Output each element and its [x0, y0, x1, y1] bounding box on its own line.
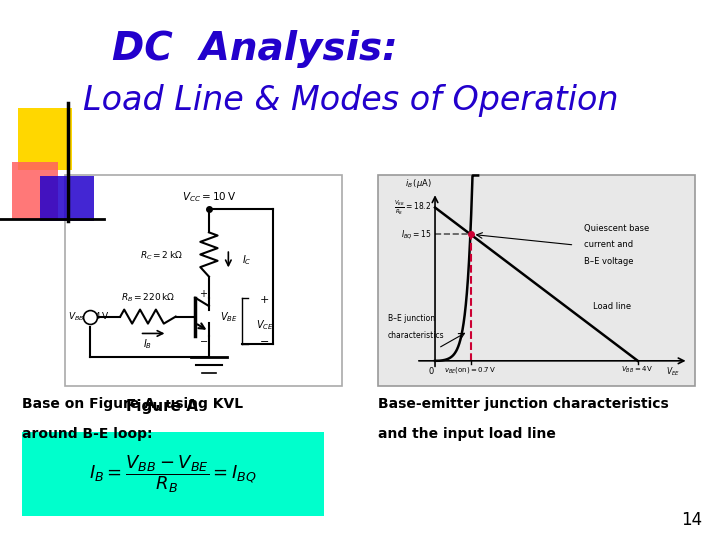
Text: $V_{BB} = 4\,\mathrm{V}$: $V_{BB} = 4\,\mathrm{V}$	[68, 310, 109, 323]
Text: characteristics: characteristics	[387, 331, 444, 340]
Text: Figure A: Figure A	[126, 399, 198, 414]
Text: $V_{BE}$: $V_{BE}$	[220, 310, 238, 323]
Bar	[65, 176, 342, 386]
Text: Base on Figure A, using KVL: Base on Figure A, using KVL	[22, 397, 243, 411]
Text: $\frac{V_{BB}}{R_B}$$= 18.2$: $\frac{V_{BB}}{R_B}$$= 18.2$	[395, 198, 431, 217]
Text: Load Line & Modes of Operation: Load Line & Modes of Operation	[83, 84, 618, 117]
Text: $+$: $+$	[259, 294, 269, 305]
Text: around B-E loop:: around B-E loop:	[22, 427, 152, 441]
Text: $-$: $-$	[199, 335, 208, 345]
Text: $R_C = 2\,\mathrm{k}\Omega$: $R_C = 2\,\mathrm{k}\Omega$	[140, 249, 183, 262]
Text: $I_C$: $I_C$	[242, 253, 252, 267]
Text: and the input load line: and the input load line	[378, 427, 556, 441]
Bar	[18, 108, 72, 170]
Text: $v_{BE}(\mathrm{on}) = 0.7\,\mathrm{V}$: $v_{BE}(\mathrm{on}) = 0.7\,\mathrm{V}$	[444, 365, 497, 375]
Text: $I_{BQ} = 15$: $I_{BQ} = 15$	[400, 228, 431, 241]
Text: $I_B$: $I_B$	[143, 337, 153, 351]
Bar	[40, 176, 94, 221]
Text: $R_B = 220\,\mathrm{k}\Omega$: $R_B = 220\,\mathrm{k}\Omega$	[121, 292, 175, 304]
Text: B–E voltage: B–E voltage	[584, 258, 634, 266]
Bar	[22, 432, 324, 516]
Text: 14: 14	[681, 511, 702, 529]
Text: Load line: Load line	[593, 301, 631, 310]
Text: $i_B\,(\mu\mathrm{A})$: $i_B\,(\mu\mathrm{A})$	[405, 177, 431, 190]
Bar	[378, 176, 695, 386]
Text: B–E junction: B–E junction	[387, 314, 435, 323]
Text: $\circ$: $\circ$	[86, 309, 94, 323]
Text: Quiescent base: Quiescent base	[584, 224, 649, 233]
Text: $V_{CC} = 10\,\mathrm{V}$: $V_{CC} = 10\,\mathrm{V}$	[182, 190, 236, 204]
Text: current and: current and	[584, 240, 633, 249]
Text: $I_B = \dfrac{V_{BB} - V_{BE}}{R_B} = I_{BQ}$: $I_B = \dfrac{V_{BB} - V_{BE}}{R_B} = I_…	[89, 453, 257, 495]
Text: $V_{CE}$: $V_{CE}$	[256, 318, 273, 332]
Text: $V_{EE}$: $V_{EE}$	[666, 365, 680, 377]
Text: DC  Analysis:: DC Analysis:	[112, 30, 397, 68]
Text: $V_{BB} = 4\,\mathrm{V}$: $V_{BB} = 4\,\mathrm{V}$	[621, 365, 654, 375]
Bar	[12, 162, 58, 219]
Text: $+$: $+$	[199, 288, 208, 299]
Text: Base-emitter junction characteristics: Base-emitter junction characteristics	[378, 397, 669, 411]
Text: $0$: $0$	[428, 365, 435, 376]
Text: $-$: $-$	[259, 335, 269, 345]
